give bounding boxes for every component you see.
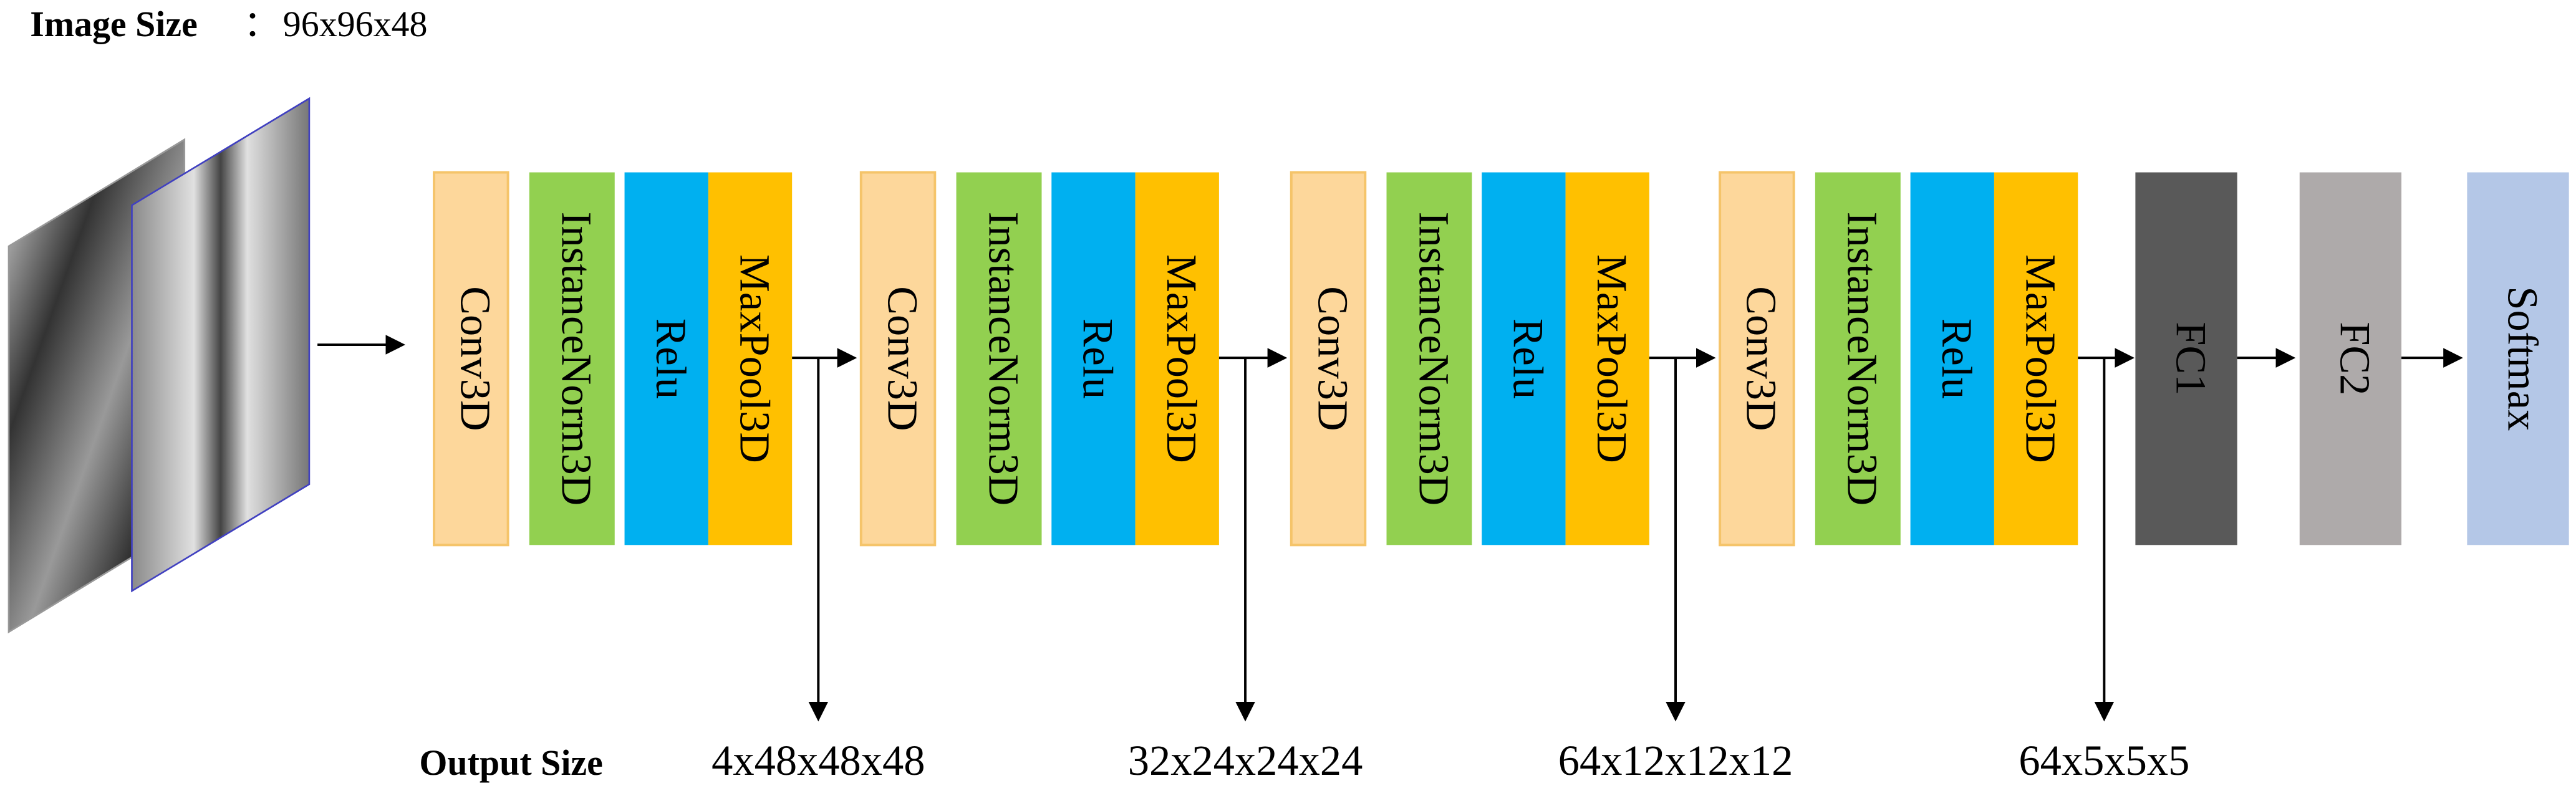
- layer-label: InstanceNorm3D: [980, 212, 1027, 506]
- layer-label: Softmax: [2499, 286, 2546, 431]
- layer-block: [1386, 172, 1472, 545]
- layer-label: Conv3D: [879, 286, 926, 431]
- layer-label: MaxPool3D: [1158, 254, 1205, 463]
- layer-block: [2299, 172, 2402, 545]
- layer-label: Relu: [1505, 319, 1552, 399]
- layer-label: Conv3D: [1309, 286, 1356, 431]
- layer-label: MaxPool3D: [2017, 254, 2064, 463]
- input-slice-front: [131, 97, 311, 593]
- layer-label: Relu: [647, 319, 695, 399]
- layer-block: [1482, 172, 1566, 545]
- layer-label: MaxPool3D: [1588, 254, 1636, 463]
- layer-block: [708, 172, 793, 545]
- header-value: 96x96x48: [283, 4, 428, 44]
- layer-label: Relu: [1074, 319, 1122, 399]
- layer-label: Relu: [1933, 319, 1980, 399]
- layer-label: InstanceNorm3D: [1410, 212, 1457, 506]
- output-size: 64x12x12x12: [1558, 737, 1793, 784]
- layer-block: [956, 172, 1042, 545]
- layer-label: Conv3D: [1738, 286, 1785, 431]
- layer-block: [2467, 172, 2569, 545]
- layer-label: InstanceNorm3D: [1839, 212, 1886, 506]
- layer-block: [433, 171, 509, 547]
- layer-label: MaxPool3D: [731, 254, 778, 463]
- layer-block: [1135, 172, 1219, 545]
- output-size: 32x24x24x24: [1128, 737, 1363, 784]
- layer-block: [529, 172, 615, 545]
- layer-block: [1719, 171, 1795, 547]
- layer-label: FC2: [2332, 322, 2379, 395]
- layer-block: [624, 172, 708, 545]
- layer-block: [1910, 172, 1994, 545]
- layer-label: Conv3D: [452, 286, 499, 431]
- layer-block: [1051, 172, 1136, 545]
- layer-label: FC1: [2167, 322, 2214, 395]
- layer-block: [2135, 172, 2237, 545]
- layer-block: [859, 171, 937, 547]
- output-size: 4x48x48x48: [712, 737, 925, 784]
- output-label: Output Size: [419, 742, 602, 783]
- header-label: Image Size: [30, 4, 198, 44]
- layer-block: [1815, 172, 1901, 545]
- header-separator: ：: [244, 4, 280, 44]
- layer-block: [1994, 172, 2078, 545]
- output-size: 64x5x5x5: [2019, 737, 2189, 784]
- layer-block: [1290, 171, 1367, 547]
- layer-block: [1565, 172, 1649, 545]
- layer-label: InstanceNorm3D: [553, 212, 601, 506]
